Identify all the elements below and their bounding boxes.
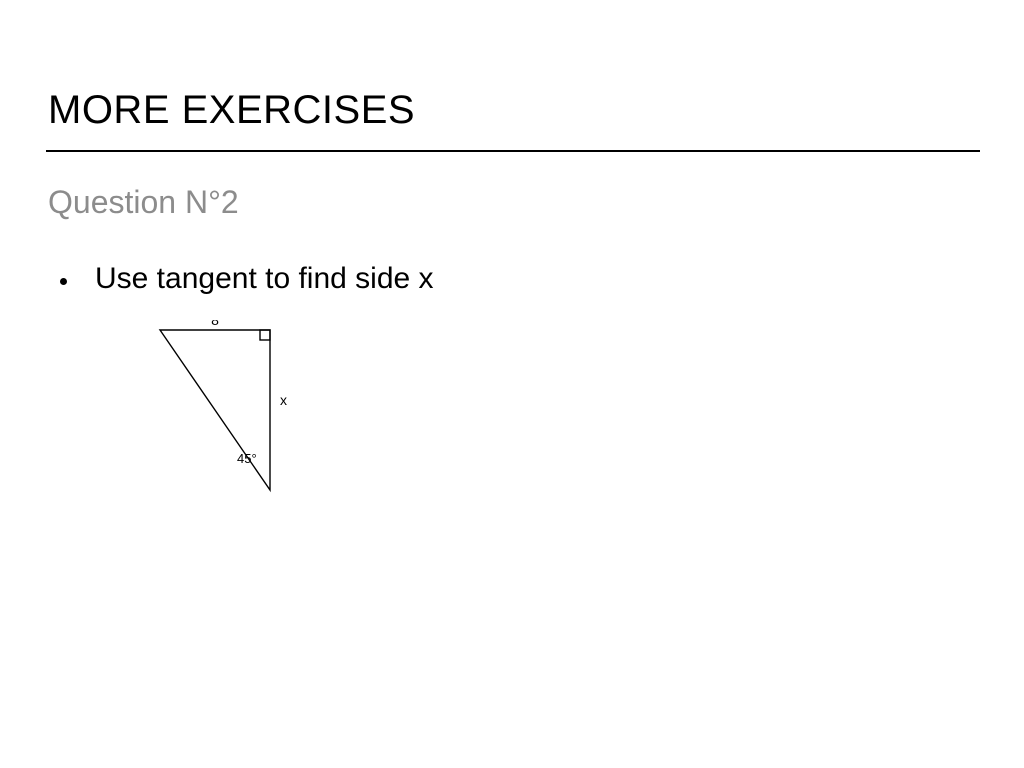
- bullet-text: Use tangent to find side x: [95, 262, 434, 296]
- label-angle: 45°: [237, 451, 257, 466]
- slide: MORE EXERCISES Question N°2 Use tangent …: [0, 0, 1024, 768]
- label-right-side: x: [280, 392, 287, 408]
- page-title: MORE EXERCISES: [48, 88, 415, 133]
- triangle-svg: 8 x 45°: [140, 320, 340, 520]
- label-top-side: 8: [211, 320, 219, 328]
- triangle-outline: [160, 330, 270, 490]
- bullet-item: Use tangent to find side x: [60, 262, 434, 296]
- right-angle-marker: [260, 330, 270, 340]
- bullet-dot-icon: [60, 278, 67, 285]
- title-underline: [46, 150, 980, 152]
- triangle-figure: 8 x 45°: [140, 320, 340, 520]
- question-heading: Question N°2: [48, 184, 239, 221]
